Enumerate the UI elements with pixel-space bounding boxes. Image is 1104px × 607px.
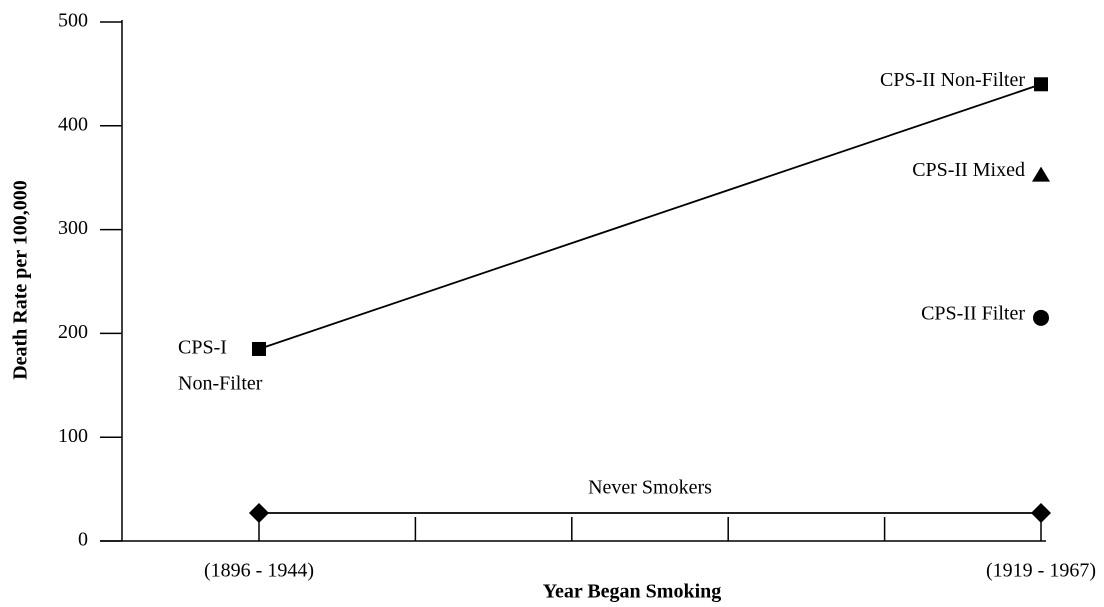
series-line <box>258 83 1042 350</box>
y-tick-label: 300 <box>58 217 88 239</box>
x-tick-label: (1919 - 1967) <box>986 560 1096 582</box>
y-axis-title: Death Rate per 100,000 <box>10 180 32 380</box>
x-axis-title: Year Began Smoking <box>543 581 722 603</box>
marker <box>1032 166 1050 182</box>
y-tick-label: 400 <box>58 113 88 135</box>
y-tick-label: 200 <box>58 321 88 343</box>
point-label: CPS-II Non-Filter <box>880 69 1025 91</box>
y-tick-label: 0 <box>78 529 88 551</box>
point-label: CPS-I <box>178 337 227 359</box>
marker <box>249 502 269 523</box>
marker <box>1034 77 1048 92</box>
y-tick-label: 100 <box>58 425 88 447</box>
marker <box>252 341 266 356</box>
series-label: Never Smokers <box>588 477 712 499</box>
point-label: CPS-II Mixed <box>912 159 1025 181</box>
point-label: Non-Filter <box>178 373 263 395</box>
point-label: CPS-II Filter <box>921 302 1025 324</box>
y-tick-label: 500 <box>58 10 88 32</box>
x-tick-label: (1896 - 1944) <box>204 560 314 582</box>
marker <box>1033 309 1049 326</box>
marker <box>1031 502 1051 523</box>
